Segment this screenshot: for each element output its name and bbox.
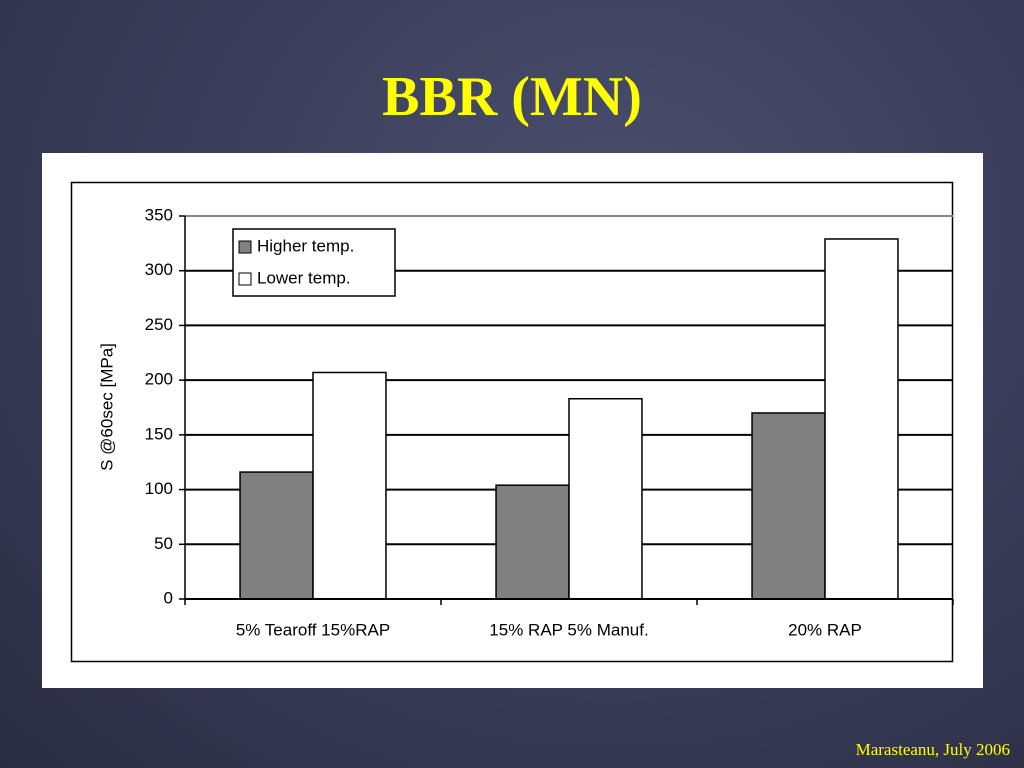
bar: [239, 471, 314, 600]
slide-title: BBR (MN): [382, 66, 642, 128]
y-axis-title: S @60sec [MPa]: [97, 343, 116, 471]
legend-label: Higher temp.: [257, 236, 354, 255]
legend-swatch: [238, 272, 252, 286]
y-tick-label: 50: [154, 534, 173, 553]
bar: [751, 412, 826, 600]
bar: [568, 397, 643, 600]
y-tick-label: 350: [145, 205, 173, 224]
legend-swatch: [238, 240, 252, 254]
x-tick-label: 5% Tearoff 15%RAP: [236, 620, 390, 639]
bar: [312, 371, 387, 600]
bar: [824, 238, 899, 600]
x-tick-label: 20% RAP: [788, 620, 862, 639]
bar: [495, 484, 570, 600]
y-tick-label: 300: [145, 260, 173, 279]
legend-label: Lower temp.: [257, 268, 351, 287]
legend-box: [232, 228, 396, 297]
y-tick-label: 150: [145, 424, 173, 443]
y-tick-label: 0: [164, 588, 173, 607]
x-tick-label: 15% RAP 5% Manuf.: [489, 620, 648, 639]
y-tick-label: 200: [145, 370, 173, 389]
y-tick-label: 250: [145, 315, 173, 334]
footer: Marasteanu, July 2006: [856, 740, 1010, 759]
y-tick-label: 100: [145, 479, 173, 498]
